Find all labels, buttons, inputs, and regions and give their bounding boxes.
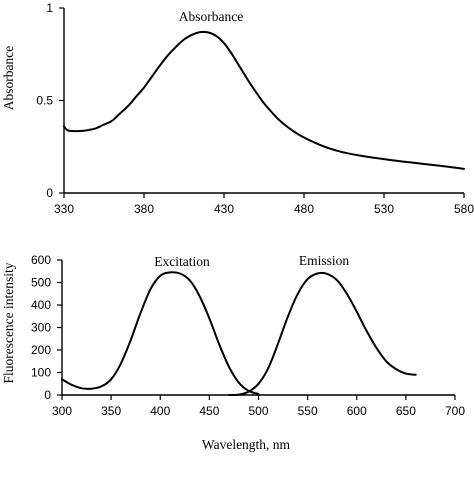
top-y-tick-label: 1 — [46, 1, 53, 15]
bottom-x-tick-label: 600 — [347, 404, 367, 418]
bottom-x-tick-label: 350 — [101, 404, 121, 418]
top-ticks — [59, 7, 465, 198]
bottom-y-axis-label: Fluorescence intensity — [1, 262, 16, 383]
bottom-x-tick-label: 550 — [298, 404, 318, 418]
absorbance-series-line — [63, 30, 465, 170]
bottom-y-tick-label: 300 — [31, 321, 51, 335]
top-x-tick-label: 480 — [294, 202, 314, 216]
top-x-tick-label: 330 — [54, 202, 74, 216]
absorbance-chart: 330 380 430 480 530 580 0 0.5 1 Absorbance Absor… — [1, 1, 474, 216]
top-x-tick-label: 430 — [214, 202, 234, 216]
bottom-y-tick-label: 0 — [44, 388, 51, 402]
bottom-y-tick-label: 100 — [31, 366, 51, 380]
top-x-tick-label: 380 — [134, 202, 154, 216]
bottom-series — [61, 271, 417, 396]
top-tick-labels: 330 380 430 480 530 580 0 0.5 1 — [36, 1, 474, 216]
top-y-tick-label: 0 — [46, 186, 53, 200]
fluorescence-chart: 300 350 400 450 500 550 600 650 700 0 100 200 300 400… — [1, 253, 465, 452]
bottom-y-tick-label: 200 — [31, 343, 51, 357]
bottom-y-tick-label: 400 — [31, 298, 51, 312]
bottom-tick-labels: 300 350 400 450 500 550 600 650 700 0 100 200 300 400… — [31, 253, 465, 418]
bottom-x-tick-label: 300 — [52, 404, 72, 418]
emission-series-line — [228, 271, 417, 396]
absorbance-series-label: Absorbance — [179, 9, 243, 24]
top-x-tick-label: 580 — [454, 202, 474, 216]
bottom-x-tick-label: 700 — [445, 404, 465, 418]
bottom-ticks — [57, 259, 456, 400]
top-y-tick-label: 0.5 — [36, 94, 53, 108]
bottom-x-tick-label: 650 — [396, 404, 416, 418]
bottom-x-tick-label: 400 — [150, 404, 170, 418]
excitation-series-line — [61, 271, 260, 395]
bottom-y-tick-label: 500 — [31, 276, 51, 290]
top-series — [63, 30, 465, 170]
bottom-x-axis-label: Wavelength, nm — [202, 437, 291, 452]
bottom-y-tick-label: 600 — [31, 253, 51, 267]
excitation-series-label: Excitation — [154, 254, 210, 269]
top-x-tick-label: 530 — [374, 202, 394, 216]
bottom-x-tick-label: 450 — [199, 404, 219, 418]
emission-series-label: Emission — [299, 253, 350, 268]
top-y-axis-label: Absorbance — [1, 46, 16, 110]
bottom-x-tick-label: 500 — [248, 404, 268, 418]
